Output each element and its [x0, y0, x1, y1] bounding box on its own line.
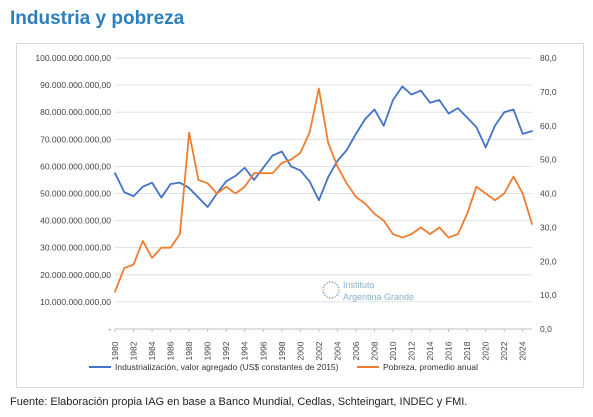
- watermark-logo: Instituto Argentina Grande: [322, 280, 414, 302]
- x-tick-label: 1992: [221, 341, 231, 360]
- legend-label-2: Pobreza, promedio anual: [383, 362, 478, 372]
- y-left-tick-label: 10.000.000.000,00: [40, 297, 111, 307]
- series-line-1: [114, 85, 533, 208]
- y-left-tick-label: 100.000.000.000,00: [35, 53, 111, 63]
- source-note: Fuente: Elaboración propia IAG en base a…: [10, 396, 468, 408]
- x-tick-label: 2022: [499, 341, 509, 360]
- logo-dot: [331, 296, 334, 299]
- logo-dot: [322, 289, 324, 291]
- logo-dot: [334, 296, 336, 298]
- y-left-tick-label: 20.000.000.000,00: [40, 270, 111, 280]
- y-axis-right: 0,0 10,0 20,0 30,0 40,0 50,0 60,0 70,0 80,0: [540, 53, 557, 334]
- y-right-tick-label: 20,0: [540, 256, 557, 266]
- x-tick-label: 2016: [444, 341, 454, 360]
- x-tick-label: 1988: [184, 341, 194, 360]
- x-tick-label: 1980: [110, 341, 120, 360]
- logo-dot: [331, 281, 334, 284]
- x-tick-label: 2010: [388, 341, 398, 360]
- y-left-tick-label: 30.000.000.000,00: [40, 243, 111, 253]
- logo-dot: [338, 289, 340, 291]
- logo-dot: [334, 282, 336, 284]
- x-tick-label: 2000: [295, 341, 305, 360]
- y-right-tick-label: 70,0: [540, 87, 557, 97]
- legend: Industrialización, valor agregado (US$ c…: [89, 362, 478, 372]
- x-tick-label: 1982: [129, 341, 139, 360]
- y-right-tick-label: 10,0: [540, 290, 557, 300]
- x-tick-label: 2002: [314, 341, 324, 360]
- page-title: Industria y pobreza: [10, 8, 185, 29]
- y-left-tick-label: 90.000.000.000,00: [40, 80, 111, 90]
- watermark-line-1: Instituto: [343, 280, 375, 290]
- y-right-tick-label: 60,0: [540, 121, 557, 131]
- x-tick-label: 2024: [518, 341, 528, 360]
- y-left-tick-label: 60.000.000.000,00: [40, 161, 111, 171]
- logo-dot: [336, 294, 339, 297]
- legend-label-1: Industrialización, valor agregado (US$ c…: [115, 362, 339, 372]
- grid-lines: [115, 57, 532, 330]
- y-right-tick-label: 0,0: [540, 324, 552, 334]
- x-tick-label: 2004: [332, 341, 342, 360]
- x-tick-label: 1998: [277, 341, 287, 360]
- x-tick-label: 2012: [407, 341, 417, 360]
- watermark-line-2: Argentina Grande: [343, 292, 414, 302]
- logo-dot: [337, 286, 340, 289]
- y-left-tick-label: -: [108, 324, 111, 334]
- logo-dot: [336, 283, 339, 286]
- logo-dot: [322, 286, 325, 289]
- logo-dot: [323, 283, 326, 286]
- logo-dot: [323, 294, 326, 297]
- y-left-tick-label: 50.000.000.000,00: [40, 189, 111, 199]
- x-tick-label: 2020: [481, 341, 491, 360]
- y-right-tick-label: 40,0: [540, 189, 557, 199]
- y-right-tick-label: 50,0: [540, 155, 557, 165]
- line-chart: - 10.000.000.000,00 20.000.000.000,00 30.00…: [35, 53, 557, 372]
- y-right-tick-label: 30,0: [540, 222, 557, 232]
- x-tick-label: 1996: [258, 341, 268, 360]
- logo-dot: [322, 291, 325, 294]
- x-tick-label: 2014: [425, 341, 435, 360]
- logo-dot: [328, 281, 331, 284]
- y-left-tick-label: 70.000.000.000,00: [40, 134, 111, 144]
- x-tick-label: 1986: [166, 341, 176, 360]
- x-tick-label: 2018: [462, 341, 472, 360]
- logo-dot: [337, 291, 340, 294]
- y-right-tick-label: 80,0: [540, 53, 557, 63]
- x-tick-label: 2008: [369, 341, 379, 360]
- y-left-tick-label: 80.000.000.000,00: [40, 107, 111, 117]
- x-tick-label: 2006: [351, 341, 361, 360]
- x-tick-label: 1984: [147, 341, 157, 360]
- series-line-2: [114, 87, 533, 293]
- logo-dot: [326, 296, 328, 298]
- y-left-tick-label: 40.000.000.000,00: [40, 216, 111, 226]
- series-lines: [114, 85, 533, 293]
- chart-frame: - 10.000.000.000,00 20.000.000.000,00 30.00…: [16, 43, 584, 388]
- x-tick-label: 1994: [240, 341, 250, 360]
- y-axis-left: - 10.000.000.000,00 20.000.000.000,00 30.00…: [35, 53, 111, 334]
- logo-dot: [326, 282, 328, 284]
- x-axis: 1980 1982 1984 1986 1988 1990 1992 1994 1996 1998…: [110, 328, 532, 360]
- logo-dot: [328, 296, 331, 299]
- x-tick-label: 1990: [203, 341, 213, 360]
- logo-dots-icon: [322, 281, 340, 299]
